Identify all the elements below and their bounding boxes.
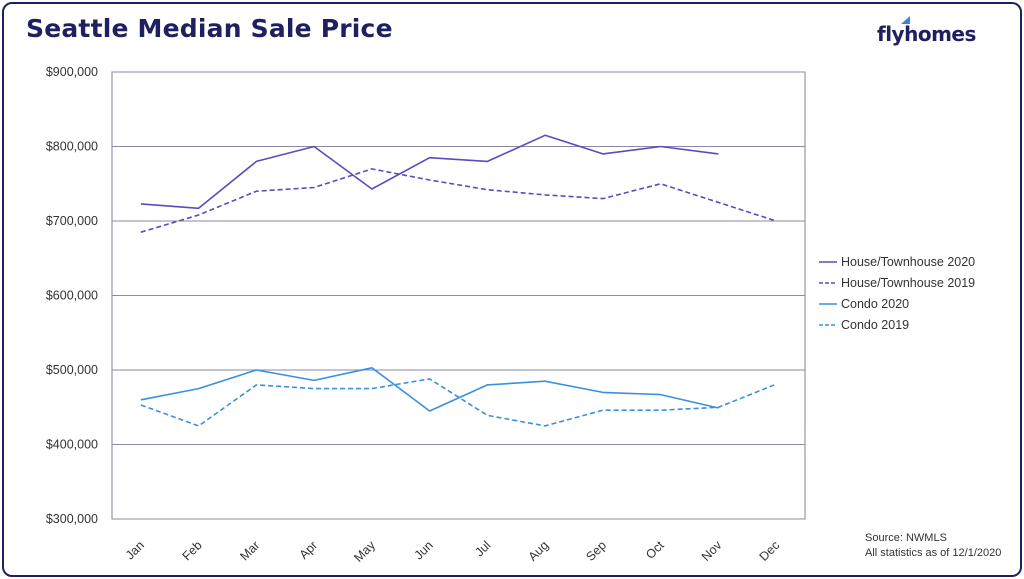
source-note: Source: NWMLS All statistics as of 12/1/…: [865, 531, 1001, 561]
x-tick-label: Apr: [297, 538, 321, 562]
y-tick-label: $900,000: [46, 65, 98, 79]
grid-lines: [111, 71, 806, 520]
y-tick-label: $800,000: [46, 140, 98, 154]
legend-item: Condo 2019: [818, 314, 975, 335]
legend-label: Condo 2020: [841, 296, 910, 311]
series-lines: [140, 134, 777, 427]
x-tick-label: Aug: [526, 538, 552, 564]
series-line-3: [140, 378, 777, 427]
date-note: All statistics as of 12/1/2020: [865, 547, 1002, 559]
legend-swatch: [819, 323, 837, 326]
series-line-1: [140, 168, 777, 233]
x-tick-label: Mar: [237, 538, 262, 563]
x-tick-label: Jul: [472, 538, 493, 559]
legend-label: House/Townhouse 2020: [841, 254, 976, 269]
source-text: Source: NWMLS: [865, 532, 947, 544]
y-tick-label: $700,000: [46, 214, 98, 228]
x-tick-label: Nov: [699, 538, 725, 564]
brand-mark-icon: [901, 16, 910, 24]
x-tick-label: Sep: [583, 538, 609, 564]
legend-label: House/Townhouse 2019: [841, 275, 976, 290]
legend-swatch: [819, 302, 837, 305]
y-tick-label: $500,000: [46, 363, 98, 377]
y-tick-label: $600,000: [46, 289, 98, 303]
legend-swatch: [819, 260, 837, 263]
x-axis-ticks: Jan Feb Mar Apr May Jun Jul Aug Sep Oct Nov Dec: [123, 538, 782, 565]
y-axis-ticks: $300,000 $400,000 $500,000 $600,000 $700,000…: [46, 65, 98, 526]
x-tick-label: Dec: [757, 538, 783, 564]
series-line-2: [140, 366, 719, 412]
series-line-0: [140, 134, 719, 210]
y-tick-label: $400,000: [46, 438, 98, 452]
x-tick-label: May: [351, 538, 378, 565]
legend-swatch: [819, 281, 837, 284]
legend-item: House/Townhouse 2020: [818, 251, 975, 272]
x-tick-label: Oct: [643, 538, 667, 562]
legend-item: Condo 2020: [818, 293, 975, 314]
legend-item: House/Townhouse 2019: [818, 272, 975, 293]
legend: House/Townhouse 2020 House/Townhouse 2019…: [818, 251, 975, 335]
y-tick-label: $300,000: [46, 512, 98, 526]
legend-label: Condo 2019: [841, 317, 910, 332]
x-tick-label: Jun: [412, 538, 436, 562]
x-tick-label: Jan: [123, 538, 147, 562]
brand-logo: flyhomes: [877, 22, 976, 46]
x-tick-label: Feb: [180, 538, 205, 563]
chart-title: Seattle Median Sale Price: [26, 14, 393, 43]
